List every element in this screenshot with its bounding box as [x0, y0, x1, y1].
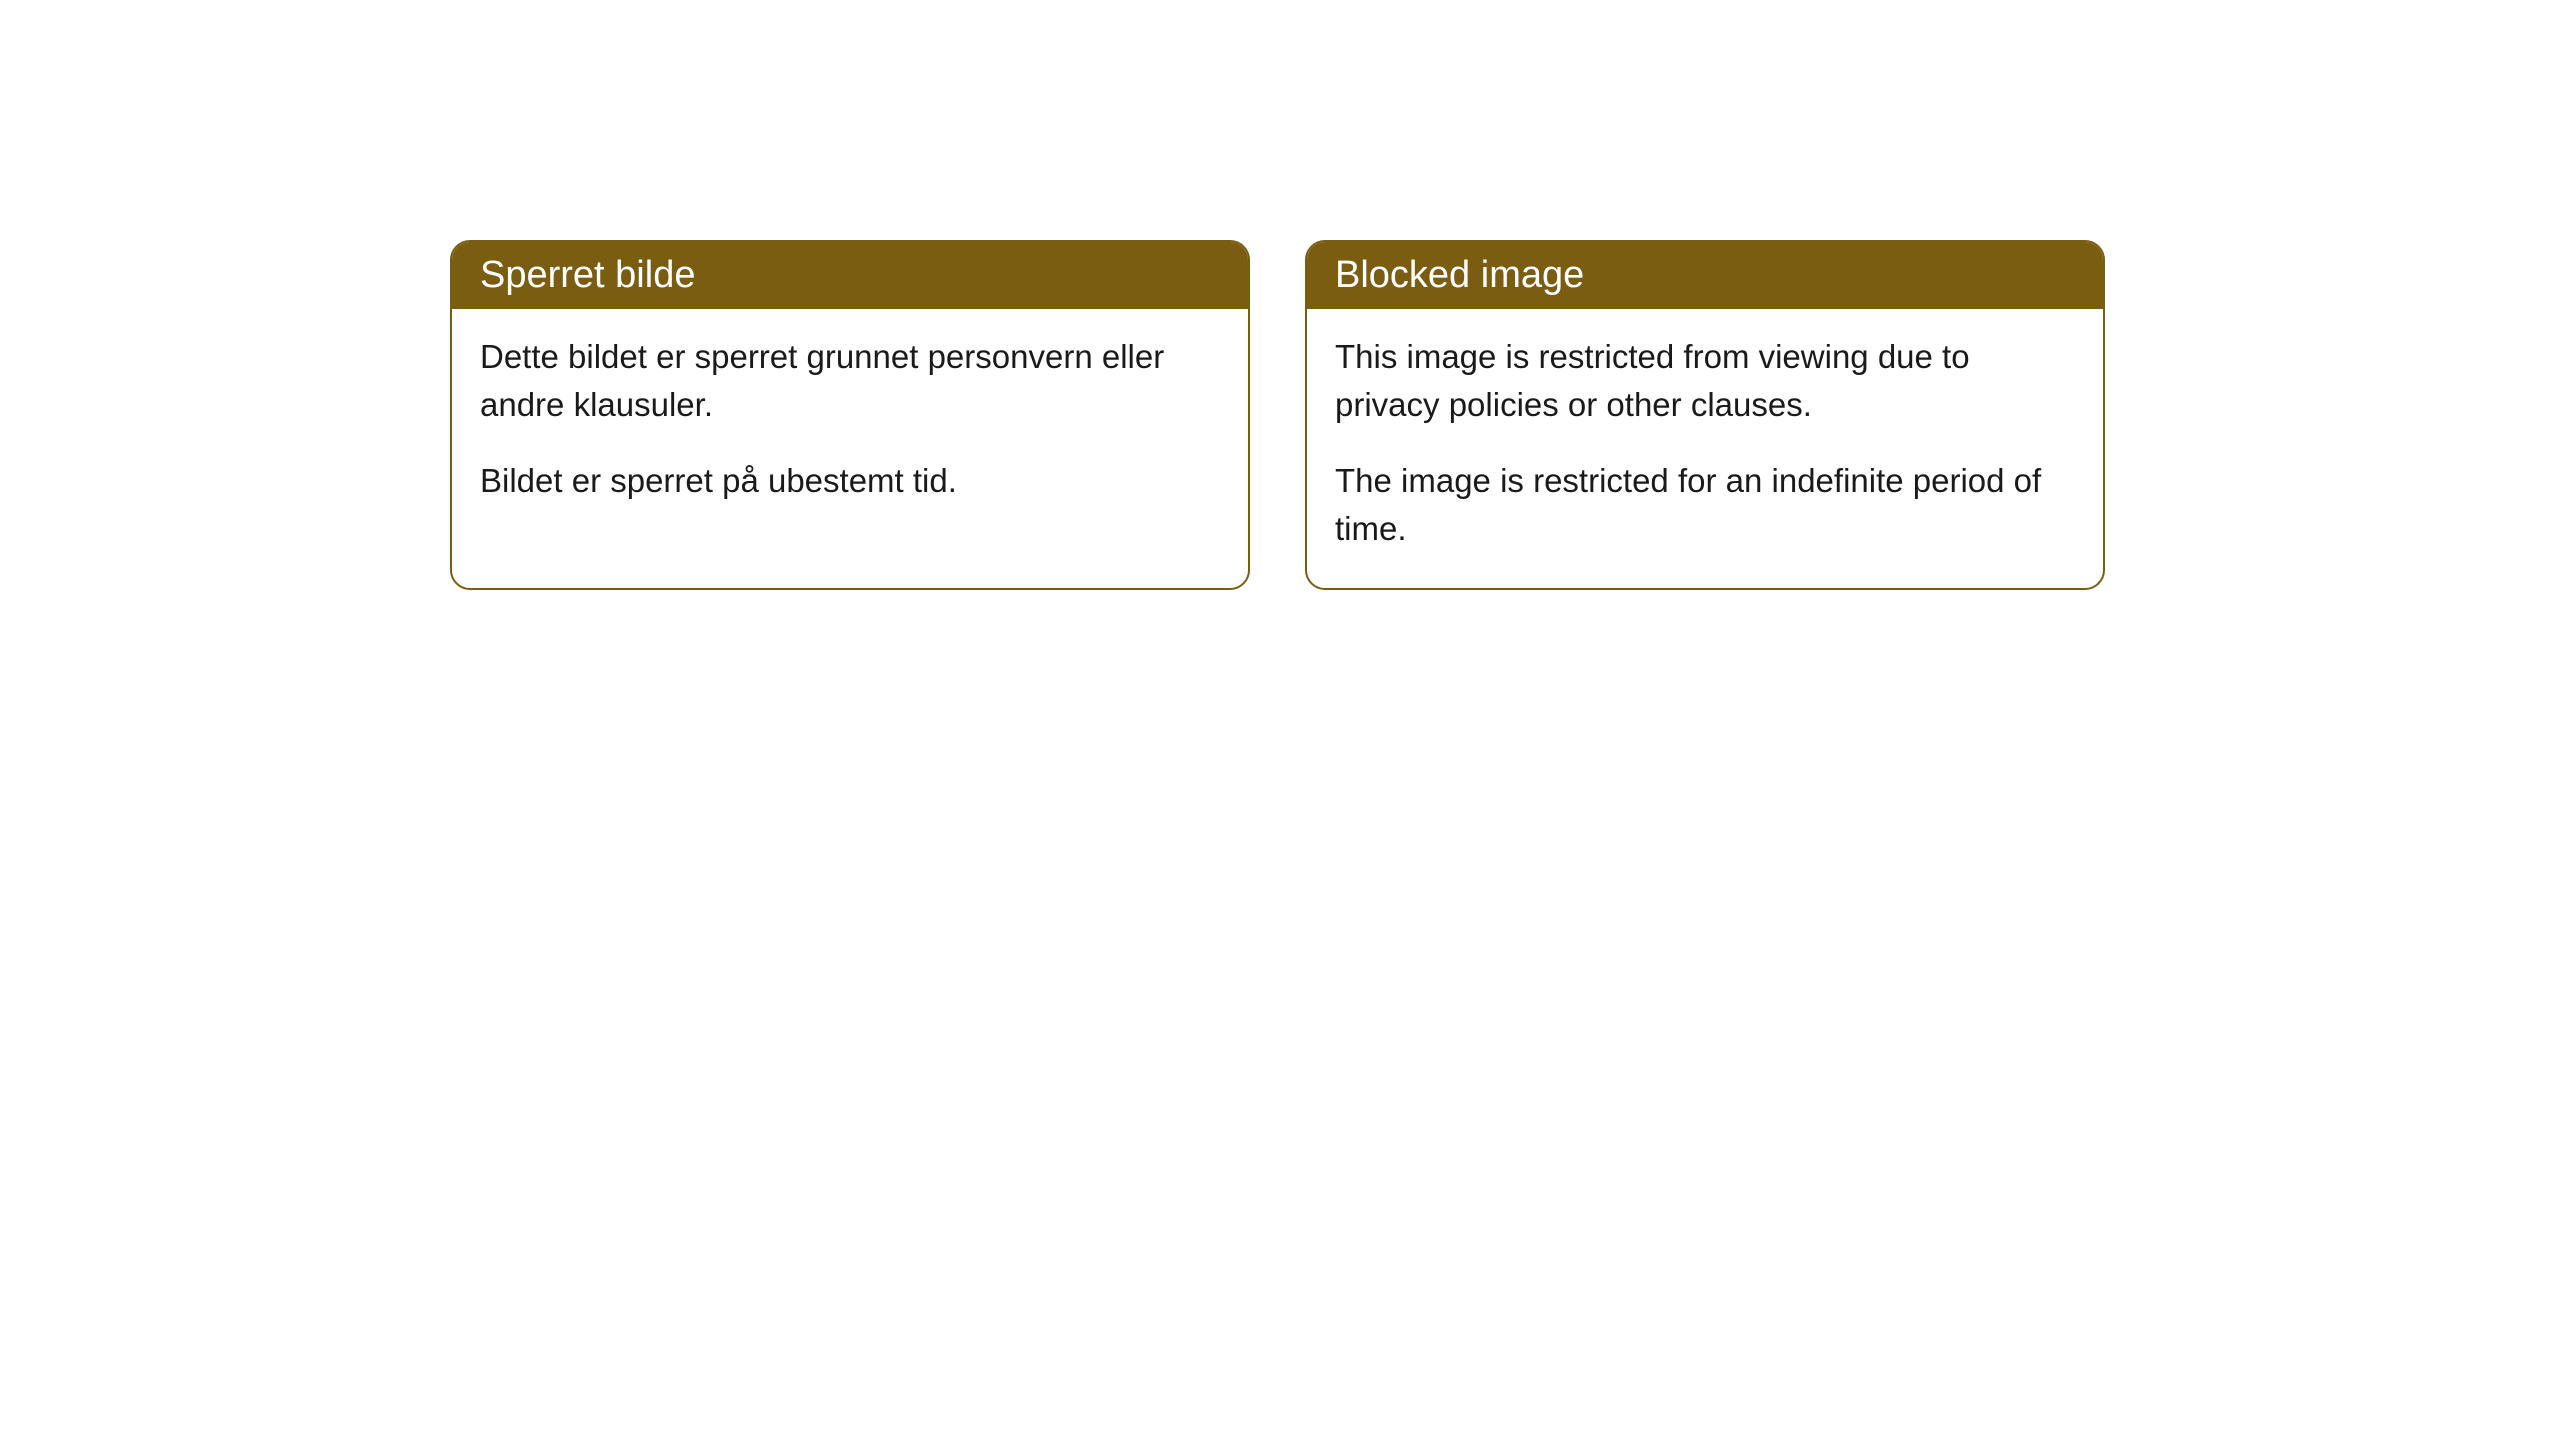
card-paragraph: Dette bildet er sperret grunnet personve… [480, 333, 1220, 429]
card-paragraph: This image is restricted from viewing du… [1335, 333, 2075, 429]
card-header: Sperret bilde [452, 242, 1248, 309]
blocked-image-card-en: Blocked image This image is restricted f… [1305, 240, 2105, 590]
card-title: Blocked image [1335, 254, 1584, 296]
blocked-image-card-no: Sperret bilde Dette bildet er sperret gr… [450, 240, 1250, 590]
card-header: Blocked image [1307, 242, 2103, 309]
card-paragraph: The image is restricted for an indefinit… [1335, 457, 2075, 553]
card-body: Dette bildet er sperret grunnet personve… [452, 309, 1248, 541]
notice-cards-container: Sperret bilde Dette bildet er sperret gr… [450, 240, 2105, 590]
card-title: Sperret bilde [480, 254, 695, 296]
card-paragraph: Bildet er sperret på ubestemt tid. [480, 457, 1220, 505]
card-body: This image is restricted from viewing du… [1307, 309, 2103, 588]
